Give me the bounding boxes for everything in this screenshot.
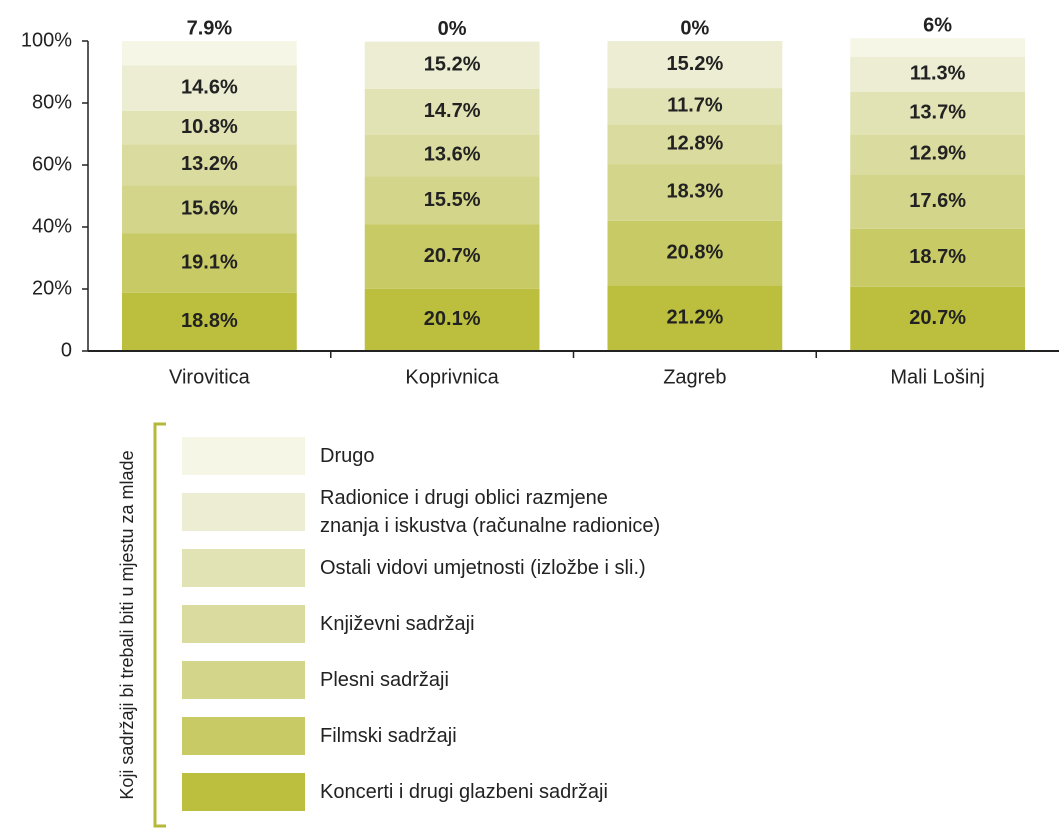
value-label: 15.6% xyxy=(181,198,238,220)
y-tick-label: 20% xyxy=(32,277,72,299)
bar-segment xyxy=(121,41,297,66)
bar-segment xyxy=(850,228,1026,287)
value-label: 14.7% xyxy=(424,100,481,122)
value-label: 19.1% xyxy=(181,251,238,273)
value-label: 15.2% xyxy=(424,53,481,75)
legend-label: Filmski sadržaji xyxy=(320,725,457,747)
bar-segment xyxy=(850,56,1026,92)
legend-item: Plesni sadržaji xyxy=(182,661,449,699)
bar-segment xyxy=(850,174,1026,229)
legend-swatch xyxy=(182,605,305,643)
value-label: 6% xyxy=(923,14,952,36)
bar-segment xyxy=(364,224,540,289)
value-label: 12.9% xyxy=(909,143,966,165)
bar-segment xyxy=(121,144,297,186)
bar-segment xyxy=(364,41,540,89)
legend-item: Filmski sadržaji xyxy=(182,717,457,755)
bar-segment xyxy=(607,164,783,221)
bar-segment xyxy=(850,91,1026,135)
value-label: 20.7% xyxy=(424,245,481,267)
bar-segment xyxy=(607,41,783,89)
bar-segment xyxy=(121,110,297,145)
x-tick-label: Virovitica xyxy=(169,366,251,388)
legend-label: Plesni sadržaji xyxy=(320,669,449,691)
value-label: 10.8% xyxy=(181,116,238,138)
bar-segment xyxy=(607,285,783,351)
bar-segment xyxy=(364,176,540,225)
value-label: 12.8% xyxy=(667,133,724,155)
chart: 0 20% 40% 60% 80% 100% 18.8% 19.1% 15.6% 13.2% 10.… xyxy=(21,14,1059,388)
value-label: 0% xyxy=(438,18,467,40)
bar-segment xyxy=(850,134,1026,175)
value-label: 17.6% xyxy=(909,190,966,212)
legend-swatch xyxy=(182,717,305,755)
value-label: 14.6% xyxy=(181,76,238,98)
legend-item: Drugo xyxy=(182,437,374,475)
legend-label: Drugo xyxy=(320,445,375,467)
y-tick-label: 100% xyxy=(21,29,72,51)
bar-segment xyxy=(850,286,1026,351)
legend-bracket xyxy=(153,422,166,828)
bar-segment xyxy=(850,38,1026,57)
legend-label: Književni sadržaji xyxy=(320,613,475,635)
value-label: 11.3% xyxy=(910,63,966,85)
value-label: 13.2% xyxy=(181,153,238,175)
value-label: 13.7% xyxy=(909,101,966,123)
value-label: 20.7% xyxy=(909,307,966,329)
bar-segment xyxy=(121,65,297,111)
bar-segment xyxy=(121,185,297,234)
y-tick-label: 0 xyxy=(61,339,72,361)
legend-swatch xyxy=(182,773,305,811)
y-tick-label: 60% xyxy=(32,153,72,175)
bar-segment xyxy=(607,88,783,125)
legend-label: Radionice i drugi oblici razmjene znanja… xyxy=(320,487,661,537)
legend-swatch xyxy=(182,493,305,531)
value-label: 20.8% xyxy=(667,241,724,263)
legend-item: Ostali vidovi umjetnosti (izložbe i sli.… xyxy=(182,549,646,587)
legend-item: Koncerti i drugi glazbeni sadržaji xyxy=(182,773,608,811)
value-label: 18.8% xyxy=(181,310,238,332)
value-label: 7.9% xyxy=(187,17,233,39)
x-tick-label: Koprivnica xyxy=(405,366,499,388)
value-label: 18.7% xyxy=(909,246,966,268)
value-label: 0% xyxy=(680,17,709,39)
bar-segment xyxy=(121,233,297,293)
bar-segment xyxy=(364,288,540,351)
value-label: 20.1% xyxy=(424,308,481,330)
value-label: 21.2% xyxy=(667,306,724,328)
bar-segment xyxy=(364,134,540,177)
legend-swatch xyxy=(182,549,305,587)
y-tick-label: 40% xyxy=(32,215,72,237)
legend-swatch xyxy=(182,661,305,699)
x-tick-label: Mali Lošinj xyxy=(890,366,984,388)
bar-segment xyxy=(121,292,297,351)
value-label: 15.5% xyxy=(424,189,481,211)
value-label: 18.3% xyxy=(667,181,724,203)
x-tick-label: Zagreb xyxy=(663,366,726,388)
value-label: 15.2% xyxy=(667,53,724,75)
legend-label: Ostali vidovi umjetnosti (izložbe i sli.… xyxy=(320,557,646,579)
legend-label: Koncerti i drugi glazbeni sadržaji xyxy=(320,781,608,803)
legend-item: Radionice i drugi oblici razmjene znanja… xyxy=(182,487,660,537)
bar-segment xyxy=(607,220,783,286)
bar-segment xyxy=(364,88,540,135)
bar-segment xyxy=(607,124,783,165)
value-label: 11.7% xyxy=(667,95,723,117)
y-tick-label: 80% xyxy=(32,91,72,113)
legend-item: Književni sadržaji xyxy=(182,605,475,643)
legend-swatch xyxy=(182,437,305,475)
legend-title: Koji sadržaji bi trebali biti u mjestu z… xyxy=(117,450,137,799)
value-label: 13.6% xyxy=(424,144,481,166)
